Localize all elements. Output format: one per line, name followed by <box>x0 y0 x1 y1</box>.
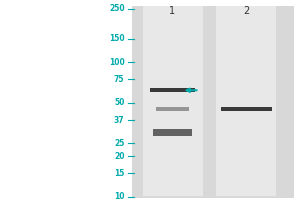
Text: 250: 250 <box>109 4 124 13</box>
Text: 10: 10 <box>114 192 124 200</box>
Text: 75: 75 <box>114 75 124 84</box>
Text: 50: 50 <box>114 98 124 107</box>
Bar <box>132 6 294 198</box>
Bar <box>153 129 192 136</box>
Text: 25: 25 <box>114 139 124 148</box>
Bar <box>216 6 276 196</box>
Text: 1: 1 <box>169 6 175 16</box>
Text: 37: 37 <box>114 116 124 125</box>
Text: 20: 20 <box>114 152 124 161</box>
Bar <box>142 6 203 196</box>
Text: 2: 2 <box>243 6 249 16</box>
Text: 150: 150 <box>109 34 124 43</box>
Text: 100: 100 <box>109 58 124 67</box>
Bar <box>156 107 189 111</box>
Bar <box>150 88 195 92</box>
Text: 15: 15 <box>114 169 124 178</box>
Bar <box>220 107 272 111</box>
